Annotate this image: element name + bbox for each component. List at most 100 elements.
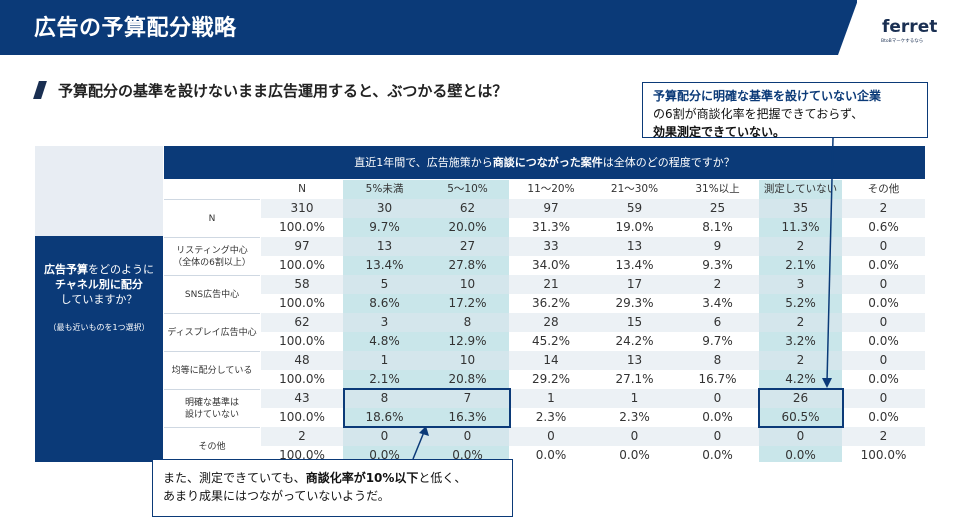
row-label-cell: N [164, 199, 260, 238]
count-cell: 2 [879, 201, 888, 215]
row-label-cell: ディスプレイ広告中心 [164, 313, 260, 352]
percent-cell: 29.3% [615, 296, 654, 310]
callout-bottom: また、測定できていても、商談化率が10%以下と低く、 あまり成果にはつながってい… [152, 459, 513, 517]
count-cell: 1 [547, 391, 555, 405]
question-bold-1: 広告予算 [44, 263, 88, 276]
count-cell: 2 [879, 429, 888, 443]
question-bold-2: チャネル別に配分 [55, 278, 143, 291]
count-cell: 59 [626, 201, 643, 215]
percent-cell: 9.7% [702, 334, 733, 348]
count-cell: 0 [713, 429, 722, 443]
question-panel-top [35, 146, 163, 236]
count-cell: 13 [626, 239, 643, 253]
count-cell: 10 [459, 277, 476, 291]
percent-cell: 0.0% [868, 372, 899, 386]
count-cell: 97 [543, 201, 559, 215]
percent-cell: 27.1% [615, 372, 654, 386]
count-cell: 2 [796, 239, 805, 253]
callout-bottom-line2: あまり成果にはつながっていないようだ。 [163, 489, 390, 503]
percent-cell: 2.3% [619, 410, 650, 424]
percent-cell: 20.0% [448, 220, 487, 234]
percent-cell: 0.0% [868, 334, 899, 348]
count-cell: 3 [380, 315, 389, 329]
logo-subtitle: BtoBマーケするなら [881, 39, 924, 44]
percent-cell: 100.0% [279, 296, 325, 310]
qhead-part-c: は全体のどの程度ですか？ [602, 156, 735, 169]
logo-cut [838, 0, 858, 55]
highlight-box-low-rate [343, 388, 511, 428]
count-cell: 0 [796, 429, 805, 443]
percent-cell: 29.2% [531, 372, 571, 386]
count-cell: 2 [796, 315, 805, 329]
page-title: 広告の予算配分戦略 [34, 16, 237, 41]
callout-top: 予算配分に明確な基準を設けていない企業 の6割が商談化率を把握できておらず、 効… [642, 82, 928, 139]
percent-cell: 3.4% [702, 296, 733, 310]
count-cell: 17 [626, 277, 643, 291]
count-cell: 310 [290, 201, 314, 215]
qhead-part-a: 直近1年間で、広告施策から [354, 156, 493, 169]
count-cell: 10 [459, 353, 476, 367]
row-label: 均等に配分している [171, 366, 253, 376]
count-cell: 48 [294, 353, 310, 367]
count-cell: 8 [713, 353, 722, 367]
percent-cell: 0.0% [702, 410, 733, 424]
callout-bottom-part-c: と低く、 [418, 471, 467, 485]
count-cell: 13 [376, 239, 393, 253]
row-label-cell: リスティング中心 （全体の6割以上） [164, 237, 260, 276]
count-cell: 26 [792, 391, 809, 405]
question-panel-main: 広告予算をどのように チャネル別に配分 していますか？ （最も近いものを1つ選択… [35, 236, 163, 462]
ferret-logo: ferret [882, 17, 938, 37]
count-cell: 25 [709, 201, 726, 215]
count-cell: 0 [879, 391, 888, 405]
count-cell: 33 [543, 239, 559, 253]
question-header: 直近1年間で、広告施策から商談につながった案件は全体のどの程度ですか？ [164, 146, 925, 179]
row-band [261, 351, 925, 370]
row-label: 設けていない [184, 410, 239, 420]
percent-cell: 0.0% [702, 448, 733, 462]
percent-cell: 12.9% [448, 334, 487, 348]
percent-cell: 20.8% [448, 372, 487, 386]
percent-cell: 31.3% [531, 220, 571, 234]
percent-cell: 100.0% [279, 334, 325, 348]
count-cell: 2 [298, 429, 306, 443]
count-cell: 8 [463, 315, 472, 329]
percent-cell: 2.1% [785, 258, 816, 272]
percent-cell: 17.2% [448, 296, 487, 310]
percent-cell: 0.0% [868, 258, 899, 272]
count-cell: 13 [626, 353, 643, 367]
count-cell: 3 [796, 277, 805, 291]
count-cell: 8 [380, 391, 389, 405]
percent-cell: 16.7% [698, 372, 737, 386]
percent-cell: 4.8% [369, 334, 400, 348]
qhead-part-b: 商談につながった案件 [492, 156, 603, 169]
percent-cell: 13.4% [365, 258, 404, 272]
count-cell: 0 [713, 391, 722, 405]
count-cell: 28 [543, 315, 559, 329]
percent-cell: 24.2% [615, 334, 654, 348]
column-header: 測定していない [763, 183, 838, 195]
column-header: 11〜20% [527, 183, 575, 195]
percent-cell: 100.0% [279, 372, 325, 386]
percent-cell: 0.0% [785, 448, 816, 462]
percent-cell: 16.3% [448, 410, 487, 424]
percent-cell: 2.3% [535, 410, 567, 424]
row-label-cell: 明確な基準は 設けていない [164, 389, 260, 428]
count-cell: 0 [879, 239, 888, 253]
count-cell: 0 [879, 277, 888, 291]
callout-bottom-part-a: また、測定できていても、 [163, 471, 306, 485]
callout-top-line2: の6割が商談化率を把握できておらず、 [653, 107, 864, 121]
logo-box [857, 0, 955, 55]
question-part-1: をどのように [88, 263, 154, 276]
callout-bottom-part-b: 商談化率が10%以下 [305, 471, 419, 485]
row-label: リスティング中心 [176, 246, 248, 256]
row-label: ディスプレイ広告中心 [167, 328, 257, 338]
count-cell: 0 [879, 315, 888, 329]
count-cell: 43 [294, 391, 310, 405]
column-header: その他 [867, 183, 900, 195]
question-note: （最も近いものを1つ選択） [48, 323, 150, 332]
percent-cell: 8.1% [702, 220, 733, 234]
percent-cell: 0.6% [868, 220, 899, 234]
count-cell: 62 [294, 315, 310, 329]
row-label: （全体の6割以上） [173, 258, 251, 268]
count-cell: 58 [294, 277, 310, 291]
